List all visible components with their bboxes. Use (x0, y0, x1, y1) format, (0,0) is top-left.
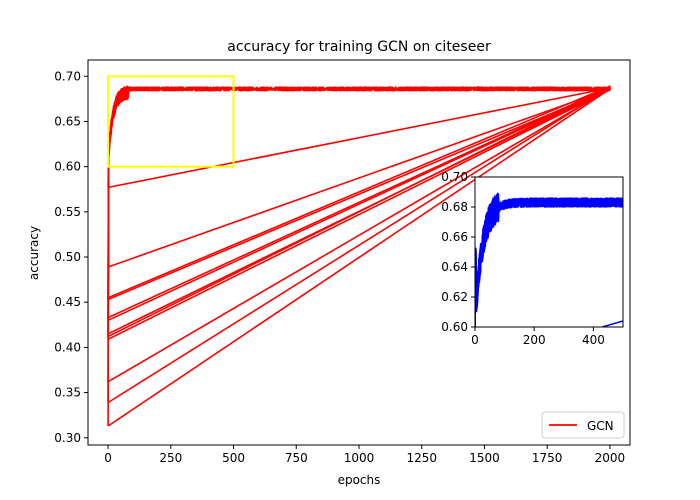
inset-chart: 0 200 400 0.60 0.62 0.64 0.66 0.68 0.70 (441, 170, 624, 347)
main-axes-frame (87, 59, 631, 446)
inset-axes-frame (474, 176, 624, 328)
x-axis-title: epochs (338, 473, 381, 487)
main-ticks: 0 250 500 750 1000 1250 1500 1750 20000.300.350.… (54, 69, 625, 465)
inset-y-tick-label: 0.70 (441, 170, 468, 184)
inset-series-line (475, 195, 623, 327)
y-tick-label: 0.30 (54, 431, 81, 445)
y-tick-label: 0.60 (54, 160, 81, 174)
legend: GCN (541, 411, 625, 439)
y-tick-label: 0.35 (54, 386, 81, 400)
legend-label-gcn: GCN (587, 419, 614, 433)
x-tick-label: 500 (222, 451, 245, 465)
x-tick-label: 1750 (532, 451, 563, 465)
inset-x-tick-label: 0 (471, 333, 479, 347)
x-tick-label: 750 (285, 451, 308, 465)
y-tick-label: 0.70 (54, 69, 81, 83)
y-tick-label: 0.50 (54, 250, 81, 264)
x-tick-label: 2000 (595, 451, 626, 465)
y-tick-label: 0.40 (54, 340, 81, 354)
x-tick-label: 1000 (344, 451, 375, 465)
zoom-highlight-box (107, 75, 235, 168)
y-tick-label: 0.45 (54, 295, 81, 309)
x-tick-label: 250 (159, 451, 182, 465)
inset-y-tick-label: 0.62 (441, 290, 468, 304)
y-axis-title: accuracy (27, 226, 41, 280)
inset-tail-segment (602, 320, 623, 327)
series-line-gcn (107, 86, 611, 189)
inset-y-tick-label: 0.60 (441, 320, 468, 334)
x-tick-label: 0 (104, 451, 112, 465)
inset-y-tick-label: 0.66 (441, 230, 468, 244)
chart-title: accuracy for training GCN on citeseer (227, 39, 491, 55)
main-lines (107, 75, 611, 427)
x-tick-label: 1500 (469, 451, 500, 465)
x-tick-label: 1250 (406, 451, 437, 465)
legend-box (541, 411, 625, 439)
inset-y-tick-label: 0.68 (441, 200, 468, 214)
inset-x-tick-label: 400 (582, 333, 605, 347)
y-tick-label: 0.65 (54, 114, 81, 128)
inset-y-tick-label: 0.64 (441, 260, 468, 274)
inset-lines (475, 192, 623, 327)
inset-ticks: 0 200 400 0.60 0.62 0.64 0.66 0.68 0.70 (441, 170, 605, 347)
inset-x-tick-label: 200 (523, 333, 546, 347)
y-tick-label: 0.55 (54, 205, 81, 219)
